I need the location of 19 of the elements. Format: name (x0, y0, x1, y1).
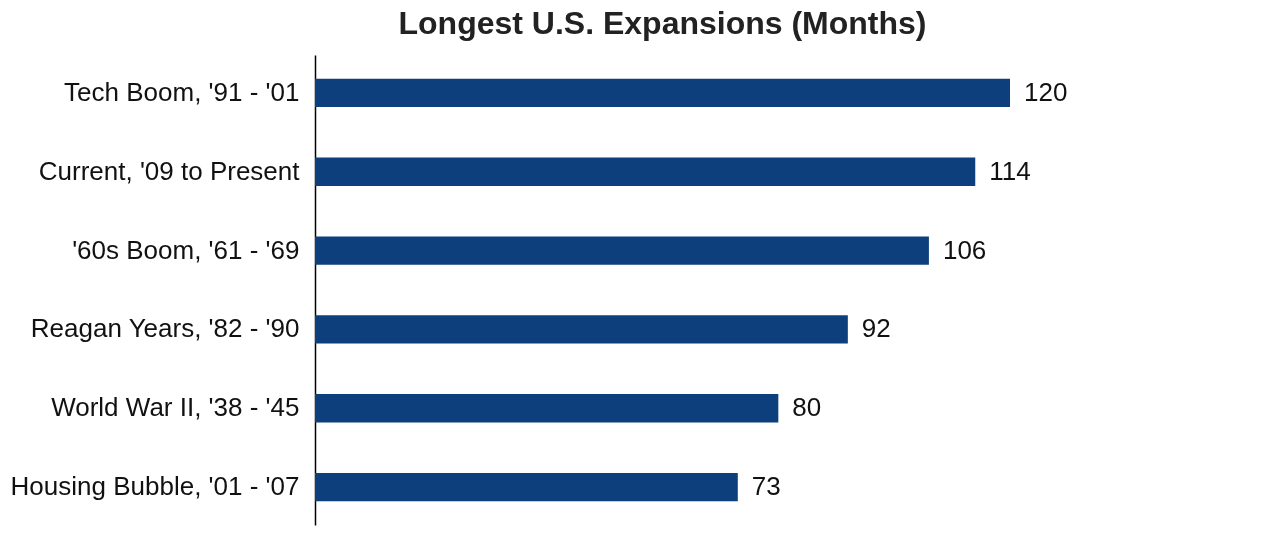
data-label: 106 (942, 234, 987, 265)
bar (315, 472, 738, 502)
y-tick-label: Current, '09 to Present (38, 155, 301, 186)
data-label: 114 (989, 155, 1031, 186)
bar (315, 315, 848, 344)
y-tick-label: Tech Boom, '91 - '01 (64, 76, 300, 107)
data-label: 73 (751, 471, 781, 502)
bar (315, 78, 1010, 108)
bar (315, 236, 929, 265)
data-label: 80 (792, 392, 822, 423)
y-tick-label: Reagan Years, '82 - '90 (30, 313, 300, 344)
bar (315, 157, 976, 186)
bar (315, 394, 779, 423)
data-label: 92 (861, 313, 891, 344)
chart-title: Longest U.S. Expansions (Months) (398, 5, 927, 41)
data-label: 120 (1024, 76, 1068, 107)
y-tick-label: Housing Bubble, '01 - '07 (10, 471, 300, 502)
y-tick-label: World War II, '38 - '45 (51, 392, 300, 423)
y-tick-label: '60s Boom, '61 - '69 (72, 234, 300, 265)
